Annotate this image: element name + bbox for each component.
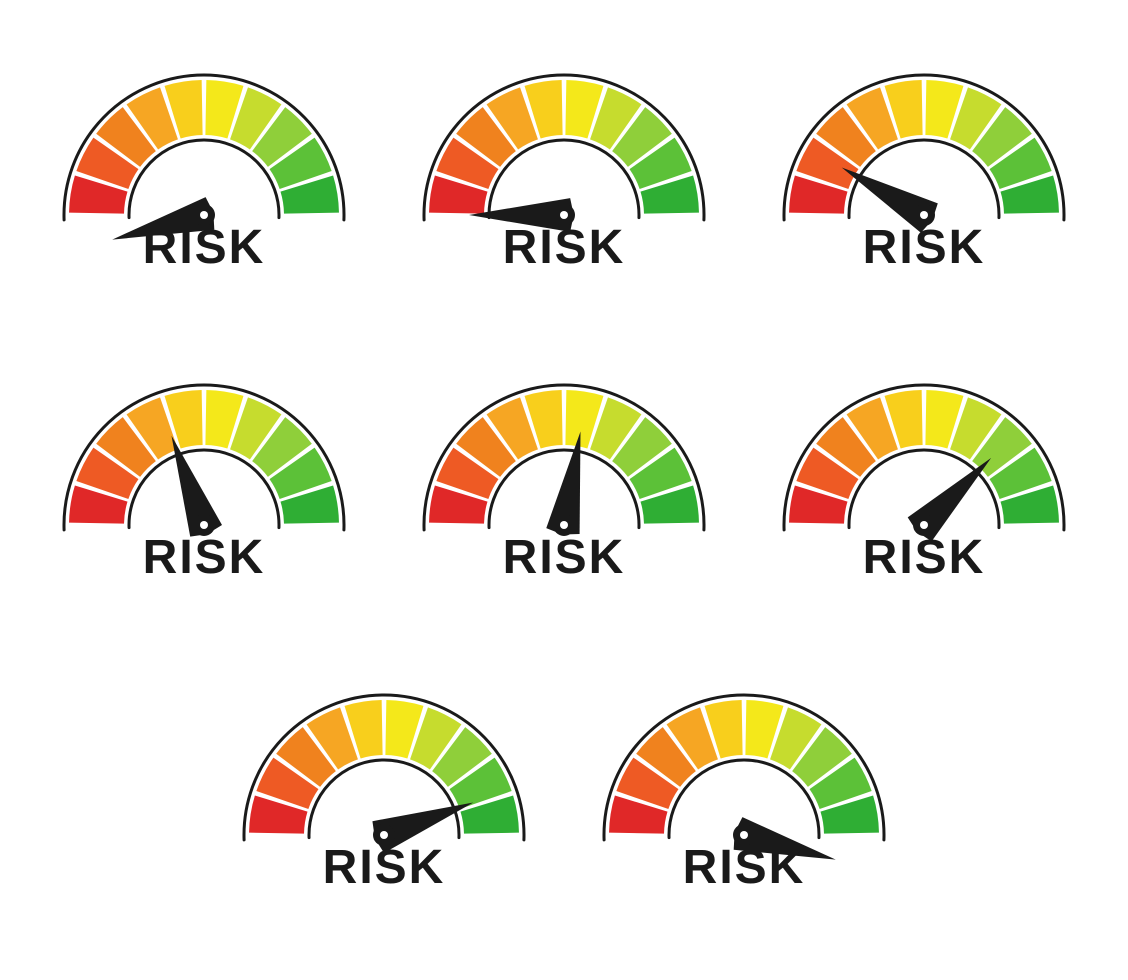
- hub-inner: [560, 211, 568, 219]
- gauge-8-svg: [599, 680, 889, 860]
- gauge-5-svg: [419, 370, 709, 550]
- gauge-1-label: RISK: [143, 220, 266, 275]
- gauge-3-svg: [779, 60, 1069, 240]
- gauge-6-label: RISK: [863, 530, 986, 585]
- hub-inner: [920, 521, 928, 529]
- gauge-4-svg: [59, 370, 349, 550]
- gauge-6-svg: [779, 370, 1069, 550]
- hub-inner: [920, 211, 928, 219]
- gauge-7-label: RISK: [323, 840, 446, 895]
- gauge-row: RISK RISK RISK: [0, 60, 1128, 275]
- gauge-3-label: RISK: [863, 220, 986, 275]
- gauge-2: RISK: [419, 60, 709, 275]
- gauge-8-label: RISK: [683, 840, 806, 895]
- gauge-1-svg: [59, 60, 349, 240]
- gauge-8: RISK: [599, 680, 889, 895]
- gauge-7-svg: [239, 680, 529, 860]
- gauge-6: RISK: [779, 370, 1069, 585]
- gauge-2-svg: [419, 60, 709, 240]
- gauge-row: RISK RISK: [0, 680, 1128, 895]
- gauge-3: RISK: [779, 60, 1069, 275]
- gauge-1: RISK: [59, 60, 349, 275]
- hub-inner: [200, 521, 208, 529]
- hub-inner: [740, 831, 748, 839]
- gauge-4-label: RISK: [143, 530, 266, 585]
- gauge-row: RISK RISK RISK: [0, 370, 1128, 585]
- gauge-grid: RISK RISK RISK: [0, 0, 1128, 980]
- gauge-7: RISK: [239, 680, 529, 895]
- hub-inner: [380, 831, 388, 839]
- gauge-4: RISK: [59, 370, 349, 585]
- gauge-5-label: RISK: [503, 530, 626, 585]
- hub-inner: [200, 211, 208, 219]
- gauge-2-label: RISK: [503, 220, 626, 275]
- hub-inner: [560, 521, 568, 529]
- gauge-5: RISK: [419, 370, 709, 585]
